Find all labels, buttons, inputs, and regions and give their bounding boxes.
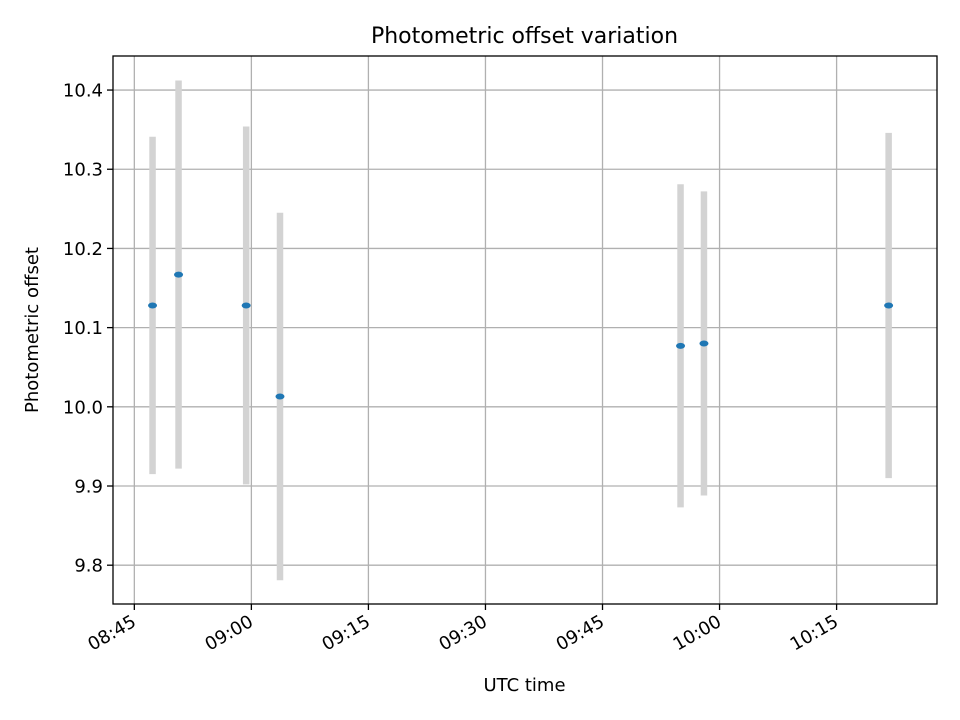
x-tick-label: 09:45 — [553, 611, 608, 655]
x-tick-label: 09:15 — [318, 611, 373, 655]
data-point — [676, 342, 686, 349]
chart-title: Photometric offset variation — [371, 24, 678, 49]
x-tick-label: 10:00 — [670, 611, 725, 655]
y-axis: 9.8 9.9 10.0 10.1 10.2 10.3 10.4 — [63, 81, 113, 577]
y-tick-label: 10.3 — [63, 160, 103, 181]
data-point — [884, 302, 894, 309]
x-axis: 08:45 09:00 09:15 09:30 09:45 10:00 10:15 — [84, 604, 842, 655]
y-tick-label: 10.2 — [63, 239, 103, 260]
y-axis-label: Photometric offset — [22, 247, 43, 413]
y-tick-label: 10.0 — [63, 397, 103, 418]
errorbars — [149, 80, 892, 581]
x-axis-label: UTC time — [483, 675, 565, 696]
data-point — [174, 271, 184, 278]
y-tick-label: 10.4 — [63, 81, 103, 102]
x-tick-label: 08:45 — [84, 611, 139, 655]
data-point — [148, 302, 158, 309]
data-points — [148, 271, 894, 400]
y-tick-label: 9.9 — [74, 477, 103, 498]
plot-frame — [112, 55, 938, 605]
x-tick-label: 10:15 — [787, 611, 842, 655]
x-tick-label: 09:00 — [201, 611, 256, 655]
y-tick-label: 9.8 — [74, 556, 103, 577]
x-tick-label: 09:30 — [436, 611, 491, 655]
grid — [113, 56, 937, 604]
data-point — [699, 340, 709, 347]
data-point — [241, 302, 251, 309]
y-tick-label: 10.1 — [63, 318, 103, 339]
data-point — [275, 393, 285, 400]
